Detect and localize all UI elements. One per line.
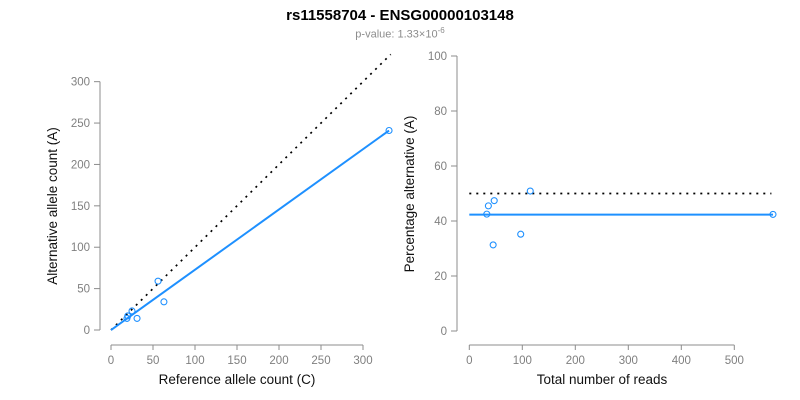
right-xaxis-title: Total number of reads	[537, 372, 668, 387]
y-tick-label: 80	[434, 106, 447, 118]
data-point	[769, 210, 777, 218]
y-tick-label: 150	[71, 201, 90, 213]
p-value-exponent: -6	[437, 26, 445, 35]
right-yaxis-title: Percentage alternative (A)	[402, 116, 417, 273]
x-tick-label: 300	[353, 355, 372, 367]
line-fit-solid	[110, 129, 390, 331]
left-scatter-plot: 0 50 100 150 200 250 300 0 50 100 150 200 250 300	[71, 53, 393, 367]
x-tick-label: 100	[513, 355, 532, 367]
data-point	[123, 314, 131, 322]
p-value-text: p-value: 1.33×10	[355, 28, 438, 41]
left-yaxis-title: Alternative allele count (A)	[45, 127, 60, 285]
data-point	[526, 187, 534, 195]
figure-header: rs11558704 - ENSG00000103148 p-value: 1.…	[0, 0, 800, 41]
y-tick-label: 60	[434, 161, 447, 173]
data-point	[154, 277, 162, 285]
y-tick-label: 100	[428, 51, 447, 63]
x-tick-label: 250	[311, 355, 330, 367]
x-tick-label: 200	[566, 355, 585, 367]
data-point	[160, 298, 168, 306]
x-tick-label: 0	[466, 355, 472, 367]
data-point	[489, 241, 497, 249]
y-tick-label: 50	[77, 284, 90, 296]
data-point	[385, 126, 393, 135]
y-tick-label: 200	[71, 159, 90, 171]
chart-subtitle: p-value: 1.33×10-6	[0, 26, 800, 41]
line-identity-dotted	[110, 53, 392, 331]
data-point	[128, 307, 136, 315]
chart-title: rs11558704 - ENSG00000103148	[286, 7, 514, 24]
data-point	[490, 197, 498, 205]
y-tick-label: 40	[434, 216, 447, 228]
data-point	[517, 230, 525, 238]
y-tick-label: 0	[441, 326, 447, 338]
x-tick-label: 300	[619, 355, 638, 367]
y-tick-label: 20	[434, 271, 447, 283]
left-xaxis-title: Reference allele count (C)	[159, 372, 316, 387]
data-point	[483, 210, 491, 218]
y-tick-label: 300	[71, 77, 90, 89]
data-point	[133, 314, 141, 322]
x-tick-label: 100	[185, 355, 204, 367]
y-tick-label: 100	[71, 242, 90, 254]
x-tick-label: 200	[269, 355, 288, 367]
x-tick-label: 500	[725, 355, 744, 367]
x-tick-label: 0	[108, 355, 114, 367]
x-tick-label: 150	[227, 355, 246, 367]
x-tick-label: 50	[147, 355, 160, 367]
x-tick-label: 400	[672, 355, 691, 367]
y-tick-label: 0	[84, 325, 90, 337]
data-point	[484, 202, 492, 210]
right-scatter-plot: 0 100 200 300 400 500 0 20 40 60 80 100	[428, 51, 777, 367]
y-tick-label: 250	[71, 118, 90, 130]
